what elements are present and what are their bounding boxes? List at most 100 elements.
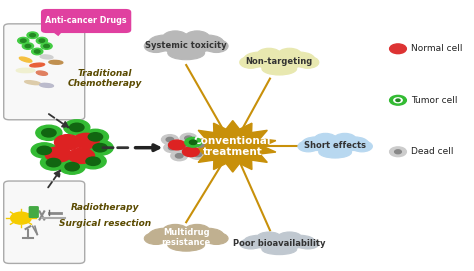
Text: Poor bioavailability: Poor bioavailability (233, 239, 326, 248)
Ellipse shape (244, 235, 274, 248)
Ellipse shape (257, 232, 281, 243)
Ellipse shape (49, 60, 63, 64)
Ellipse shape (298, 141, 319, 152)
Circle shape (30, 34, 36, 37)
FancyBboxPatch shape (29, 207, 38, 217)
Circle shape (64, 120, 90, 135)
Ellipse shape (168, 238, 205, 251)
Ellipse shape (30, 63, 45, 67)
Circle shape (396, 99, 400, 102)
Circle shape (196, 143, 204, 147)
FancyBboxPatch shape (41, 9, 131, 33)
Ellipse shape (285, 52, 315, 67)
Circle shape (25, 44, 31, 48)
Text: Dead cell: Dead cell (411, 147, 454, 156)
Circle shape (192, 140, 209, 150)
Ellipse shape (314, 133, 337, 145)
Circle shape (190, 140, 197, 144)
Text: Non-targeting: Non-targeting (246, 57, 313, 66)
Circle shape (86, 157, 100, 165)
Text: Anti-cancer Drugs: Anti-cancer Drugs (46, 16, 127, 25)
Circle shape (32, 48, 43, 55)
Circle shape (70, 123, 84, 131)
Circle shape (182, 147, 199, 157)
Ellipse shape (334, 133, 356, 145)
Circle shape (390, 95, 406, 105)
Ellipse shape (205, 40, 228, 53)
Ellipse shape (164, 229, 208, 248)
Circle shape (88, 133, 102, 141)
Ellipse shape (184, 31, 210, 44)
Text: Tumor cell: Tumor cell (411, 96, 457, 105)
Text: Traditional
Chemotherapy: Traditional Chemotherapy (68, 69, 142, 88)
Ellipse shape (240, 239, 262, 249)
Ellipse shape (205, 233, 228, 244)
Circle shape (31, 143, 57, 158)
Ellipse shape (259, 236, 300, 252)
Ellipse shape (257, 48, 281, 61)
Circle shape (175, 154, 183, 158)
Ellipse shape (163, 31, 188, 44)
Ellipse shape (297, 239, 319, 249)
Circle shape (20, 39, 26, 42)
Circle shape (93, 144, 107, 152)
Ellipse shape (168, 46, 205, 60)
Circle shape (175, 143, 192, 153)
Circle shape (55, 135, 81, 150)
Circle shape (46, 159, 61, 167)
Text: Multidrug
resistance: Multidrug resistance (162, 228, 211, 247)
Ellipse shape (262, 62, 297, 75)
Ellipse shape (25, 81, 40, 85)
Circle shape (44, 44, 49, 48)
FancyBboxPatch shape (4, 24, 85, 120)
Ellipse shape (352, 141, 373, 152)
Polygon shape (190, 121, 276, 172)
Circle shape (171, 151, 188, 161)
Circle shape (82, 129, 109, 144)
Text: Systemic toxicity: Systemic toxicity (146, 41, 227, 50)
Circle shape (390, 44, 406, 54)
Ellipse shape (297, 56, 319, 68)
Ellipse shape (19, 57, 32, 62)
Circle shape (87, 140, 113, 155)
Circle shape (185, 137, 201, 147)
Ellipse shape (16, 68, 35, 73)
Circle shape (168, 146, 176, 150)
Circle shape (18, 37, 29, 44)
Circle shape (59, 159, 85, 174)
Circle shape (36, 125, 62, 140)
Circle shape (37, 146, 51, 154)
Ellipse shape (148, 35, 180, 51)
Ellipse shape (301, 137, 330, 151)
Circle shape (194, 152, 201, 157)
Ellipse shape (192, 35, 224, 51)
Ellipse shape (163, 224, 188, 237)
Circle shape (168, 140, 185, 150)
Ellipse shape (259, 53, 300, 72)
Ellipse shape (36, 71, 47, 75)
Circle shape (27, 32, 38, 38)
Text: Conventional
treatment: Conventional treatment (194, 136, 272, 157)
Ellipse shape (262, 244, 297, 255)
Ellipse shape (340, 137, 369, 151)
Circle shape (45, 147, 71, 162)
Circle shape (40, 155, 66, 170)
Circle shape (395, 150, 401, 154)
Ellipse shape (164, 36, 208, 57)
Text: Short effects: Short effects (304, 141, 366, 150)
Text: Surgical resection: Surgical resection (59, 219, 151, 228)
Text: Normal cell: Normal cell (411, 44, 463, 53)
Circle shape (65, 163, 79, 171)
Circle shape (42, 129, 56, 137)
Circle shape (180, 146, 188, 150)
Circle shape (180, 133, 197, 143)
Ellipse shape (40, 83, 54, 87)
Circle shape (185, 136, 192, 140)
Circle shape (394, 98, 402, 103)
Ellipse shape (278, 232, 301, 243)
Circle shape (11, 212, 31, 224)
Circle shape (41, 43, 52, 49)
Ellipse shape (240, 56, 262, 68)
Circle shape (166, 137, 173, 142)
Ellipse shape (316, 137, 355, 155)
